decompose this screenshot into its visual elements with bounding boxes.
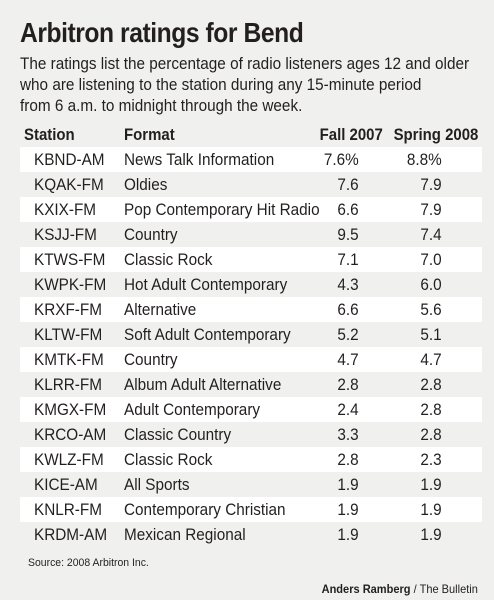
station-cell: KSJJ-FM	[34, 225, 97, 244]
fall-2007-cell: 2.8	[337, 375, 359, 394]
station-cell: KXIX-FM	[34, 200, 97, 219]
format-cell: Oldies	[124, 175, 168, 194]
table-row: KWPK-FM Hot Adult Contemporary 4.3 6.0	[20, 272, 482, 297]
subtitle-line: who are listening to the station during …	[20, 75, 422, 94]
fall-2007-cell: 2.4	[337, 400, 359, 419]
table-row: KICE-AM All Sports 1.9 1.9	[20, 472, 482, 497]
fall-2007-cell: 5.2	[337, 325, 359, 344]
station-cell: KRXF-FM	[34, 300, 102, 319]
table-row: KRXF-FM Alternative 6.6 5.6	[20, 297, 482, 322]
format-cell: Album Adult Alternative	[124, 375, 282, 394]
table-row: KRDM-AM Mexican Regional 1.9 1.9	[20, 522, 482, 547]
fall-2007-cell: 1.9	[337, 525, 359, 544]
spring-2008-cell: 7.4	[420, 225, 442, 244]
fall-2007-cell: 7.6%	[324, 150, 359, 169]
station-cell: KMTK-FM	[34, 350, 104, 369]
subtitle: The ratings list the percentage of radio…	[20, 53, 470, 116]
format-cell: Classic Rock	[124, 450, 213, 469]
format-cell: Soft Adult Contemporary	[124, 325, 291, 344]
format-cell: Country	[124, 350, 178, 369]
spring-2008-cell: 2.3	[420, 450, 442, 469]
table-row: KLTW-FM Soft Adult Contemporary 5.2 5.1	[20, 322, 482, 347]
spring-2008-cell: 7.0	[420, 250, 442, 269]
spring-2008-cell: 1.9	[420, 475, 442, 494]
spring-2008-cell: 8.8%	[407, 150, 442, 169]
column-header-spring-2008: Spring 2008	[393, 125, 478, 144]
station-cell: KQAK-FM	[34, 175, 104, 194]
column-header-fall-2007: Fall 2007	[319, 125, 383, 144]
format-cell: Hot Adult Contemporary	[124, 275, 288, 294]
fall-2007-cell: 1.9	[337, 500, 359, 519]
table-row: KTWS-FM Classic Rock 7.1 7.0	[20, 247, 482, 272]
fall-2007-cell: 1.9	[337, 475, 359, 494]
table-row: KMTK-FM Country 4.7 4.7	[20, 347, 482, 372]
fall-2007-cell: 6.6	[337, 300, 359, 319]
spring-2008-cell: 1.9	[420, 500, 442, 519]
column-header-format: Format	[124, 125, 175, 144]
table-row: KMGX-FM Adult Contemporary 2.4 2.8	[20, 397, 482, 422]
station-cell: KLRR-FM	[34, 375, 103, 394]
credit-org: The Bulletin	[419, 582, 478, 596]
credit-line: Anders Ramberg / The Bulletin	[322, 582, 478, 596]
spring-2008-cell: 2.8	[420, 400, 442, 419]
format-cell: Contemporary Christian	[124, 500, 286, 519]
format-cell: All Sports	[124, 475, 190, 494]
station-cell: KTWS-FM	[34, 250, 106, 269]
fall-2007-cell: 9.5	[337, 225, 359, 244]
table-row: KWLZ-FM Classic Rock 2.8 2.3	[20, 447, 482, 472]
fall-2007-cell: 7.1	[337, 250, 359, 269]
fall-2007-cell: 3.3	[337, 425, 359, 444]
page-title: Arbitron ratings for Bend	[20, 17, 304, 48]
table-row: KLRR-FM Album Adult Alternative 2.8 2.8	[20, 372, 482, 397]
format-cell: Mexican Regional	[124, 525, 246, 544]
source-note: Source: 2008 Arbitron Inc.	[28, 557, 149, 569]
subtitle-line: The ratings list the percentage of radio…	[20, 54, 470, 73]
subtitle-line: from 6 a.m. to midnight through the week…	[20, 96, 303, 115]
table-row: KBND-AM News Talk Information 7.6% 8.8%	[20, 147, 482, 172]
format-cell: Adult Contemporary	[124, 400, 261, 419]
format-cell: Pop Contemporary Hit Radio	[124, 200, 320, 219]
spring-2008-cell: 6.0	[420, 275, 442, 294]
format-cell: Alternative	[124, 300, 197, 319]
format-cell: Country	[124, 225, 178, 244]
spring-2008-cell: 2.8	[420, 425, 442, 444]
station-cell: KICE-AM	[34, 475, 98, 494]
credit-separator: /	[410, 582, 420, 596]
format-cell: Classic Country	[124, 425, 232, 444]
station-cell: KNLR-FM	[34, 500, 103, 519]
spring-2008-cell: 7.9	[420, 175, 442, 194]
table-row: KXIX-FM Pop Contemporary Hit Radio 6.6 7.9	[20, 197, 482, 222]
spring-2008-cell: 4.7	[420, 350, 442, 369]
fall-2007-cell: 6.6	[337, 200, 359, 219]
credit-name: Anders Ramberg	[321, 582, 411, 596]
fall-2007-cell: 4.7	[337, 350, 359, 369]
station-cell: KRDM-AM	[34, 525, 108, 544]
table-row: KNLR-FM Contemporary Christian 1.9 1.9	[20, 497, 482, 522]
fall-2007-cell: 2.8	[337, 450, 359, 469]
station-cell: KMGX-FM	[34, 400, 107, 419]
fall-2007-cell: 7.6	[337, 175, 359, 194]
station-cell: KRCO-AM	[34, 425, 107, 444]
station-cell: KLTW-FM	[34, 325, 103, 344]
format-cell: Classic Rock	[124, 250, 213, 269]
table-row: KQAK-FM Oldies 7.6 7.9	[20, 172, 482, 197]
fall-2007-cell: 4.3	[337, 275, 359, 294]
spring-2008-cell: 5.1	[420, 325, 442, 344]
spring-2008-cell: 2.8	[420, 375, 442, 394]
table-row: KRCO-AM Classic Country 3.3 2.8	[20, 422, 482, 447]
format-cell: News Talk Information	[124, 150, 275, 169]
column-header-station: Station	[24, 125, 75, 144]
spring-2008-cell: 5.6	[420, 300, 442, 319]
spring-2008-cell: 1.9	[420, 525, 442, 544]
spring-2008-cell: 7.9	[420, 200, 442, 219]
station-cell: KBND-AM	[34, 150, 105, 169]
station-cell: KWPK-FM	[34, 275, 107, 294]
station-cell: KWLZ-FM	[34, 450, 104, 469]
table-row: KSJJ-FM Country 9.5 7.4	[20, 222, 482, 247]
